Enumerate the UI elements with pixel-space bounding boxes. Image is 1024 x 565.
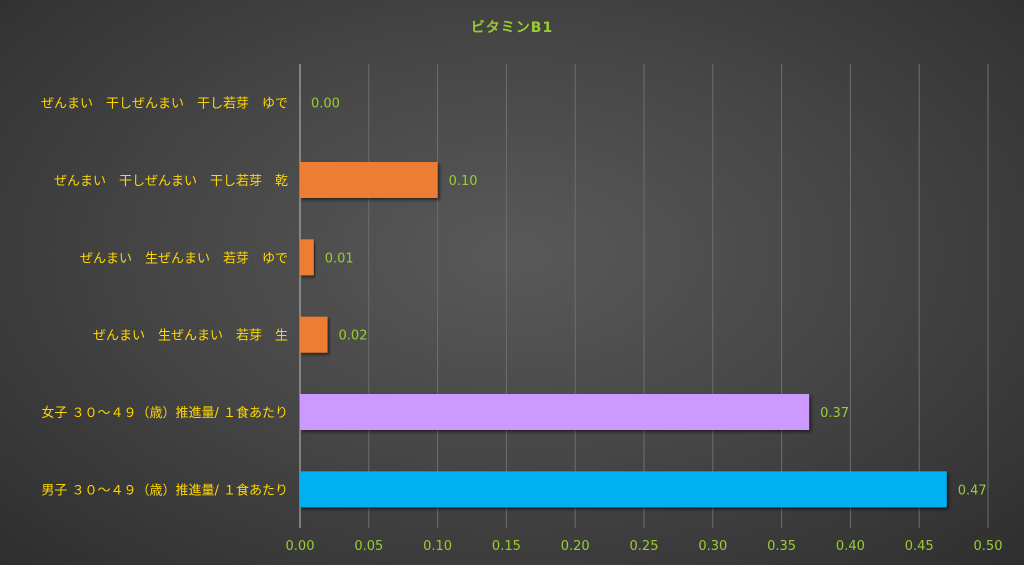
data-label: 0.00 xyxy=(311,97,340,112)
x-tick-label: 0.35 xyxy=(767,539,796,554)
x-tick-label: 0.20 xyxy=(561,539,590,554)
x-tick-label: 0.05 xyxy=(354,539,383,554)
bar xyxy=(300,239,314,276)
data-label: 0.37 xyxy=(820,406,849,421)
x-tick-label: 0.25 xyxy=(630,539,659,554)
category-label: ぜんまい 干しぜんまい 干し若芽 乾 xyxy=(54,173,288,189)
category-label: ぜんまい 生ぜんまい 若芽 生 xyxy=(93,328,288,344)
data-label: 0.10 xyxy=(449,174,478,189)
x-tick-label: 0.40 xyxy=(836,539,865,554)
x-tick-label: 0.45 xyxy=(905,539,934,554)
bar xyxy=(300,162,438,198)
category-label: ぜんまい 干しぜんまい 干し若芽 ゆで xyxy=(41,96,288,112)
category-label: ぜんまい 生ぜんまい 若芽 ゆで xyxy=(80,250,288,266)
x-tick-label: 0.50 xyxy=(974,539,1003,554)
bar xyxy=(300,316,328,353)
data-label: 0.02 xyxy=(339,329,368,344)
data-label: 0.47 xyxy=(958,483,987,498)
x-tick-label: 0.10 xyxy=(423,539,452,554)
bar xyxy=(300,394,810,430)
x-tick-label: 0.30 xyxy=(698,539,727,554)
chart-title: ビタミンB1 xyxy=(470,20,554,36)
data-label: 0.01 xyxy=(325,251,354,266)
bar xyxy=(300,471,947,508)
x-tick-label: 0.00 xyxy=(286,539,315,554)
category-label: 男子 ３０～４９（歳）推進量/ １食あたり xyxy=(41,482,288,498)
x-tick-label: 0.15 xyxy=(492,539,521,554)
category-label: 女子 ３０～４９（歳）推進量/ １食あたり xyxy=(41,405,288,421)
